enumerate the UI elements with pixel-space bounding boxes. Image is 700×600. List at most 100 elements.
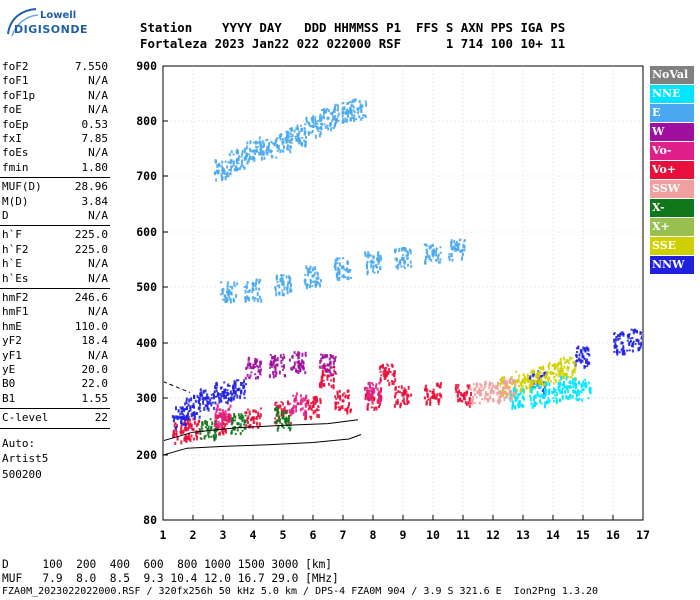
echo-speckle: [344, 111, 347, 115]
echo-speckle: [306, 400, 309, 405]
echo-speckle: [230, 399, 233, 403]
echo-speckle: [225, 173, 228, 178]
echo-speckle: [534, 402, 537, 407]
echo-speckle: [377, 254, 380, 258]
echo-speckle: [254, 297, 257, 300]
echo-speckle: [563, 373, 566, 377]
echo-speckle: [582, 384, 585, 387]
echo-speckle: [189, 405, 192, 410]
echo-speckle: [554, 388, 557, 393]
echo-speckle: [405, 250, 408, 253]
echo-speckle: [287, 401, 290, 404]
echo-speckle: [288, 149, 291, 152]
echo-speckle: [540, 402, 543, 405]
echo-speckle: [259, 407, 262, 410]
echo-speckle: [219, 386, 222, 390]
echo-speckle: [377, 262, 380, 265]
echo-speckle: [473, 402, 476, 405]
echo-speckle: [183, 416, 186, 421]
echo-speckle: [503, 381, 506, 385]
echo-speckle: [333, 116, 336, 121]
echo-speckle: [305, 265, 308, 270]
legend-item: NoVal: [650, 66, 694, 84]
echo-speckle: [454, 242, 457, 247]
echo-speckle: [334, 103, 337, 106]
echo-speckle: [248, 153, 251, 156]
profile-trace: [164, 419, 359, 442]
echo-speckle: [289, 410, 292, 414]
echo-speckle: [227, 291, 230, 295]
echo-speckle: [391, 380, 394, 383]
echo-speckle: [251, 287, 254, 292]
echo-speckle: [301, 136, 304, 139]
param-separator: [0, 288, 110, 289]
echo-speckle: [249, 363, 252, 368]
echo-speckle: [281, 149, 284, 152]
echo-speckle: [337, 112, 340, 116]
echo-speckle: [388, 382, 391, 387]
echo-speckle: [207, 407, 210, 412]
echo-speckle: [239, 382, 242, 387]
echo-speckle: [403, 400, 406, 403]
echo-speckle: [319, 123, 322, 126]
echo-speckle: [341, 120, 344, 124]
echo-speckle: [223, 388, 226, 391]
echo-point: [191, 427, 195, 431]
param-row: M(D) 3.84: [2, 195, 108, 209]
echo-speckle: [272, 371, 275, 375]
echo-speckle: [222, 298, 225, 301]
echo-speckle: [283, 286, 286, 291]
echo-speckle: [436, 392, 439, 396]
echo-speckle: [461, 399, 464, 402]
echo-speckle: [243, 389, 246, 393]
echo-speckle: [243, 285, 246, 288]
echo-speckle: [404, 403, 407, 406]
echo-speckle: [552, 382, 555, 385]
echo-speckle: [181, 413, 184, 416]
echo-speckle: [281, 281, 284, 286]
echo-speckle: [304, 398, 307, 402]
echo-speckle: [575, 397, 578, 400]
echo-speckle: [372, 387, 375, 391]
echo-speckle: [500, 380, 503, 385]
param-value: 28.96: [74, 180, 108, 194]
echo-speckle: [351, 100, 354, 104]
echo-speckle: [338, 271, 341, 276]
echo-speckle: [576, 351, 579, 354]
echo-speckle: [561, 387, 564, 391]
echo-speckle: [260, 298, 263, 303]
echo-speckle: [198, 397, 201, 401]
echo-speckle: [174, 441, 177, 445]
echo-speckle: [216, 164, 219, 169]
echo-speckle: [208, 430, 211, 434]
echo-speckle: [200, 437, 203, 440]
echo-speckle: [216, 429, 219, 432]
echo-speckle: [558, 389, 561, 392]
echo-speckle: [461, 394, 464, 397]
echo-speckle: [343, 392, 346, 395]
echo-speckle: [504, 386, 507, 390]
param-value: N/A: [88, 103, 108, 117]
echo-speckle: [521, 377, 524, 381]
echo-speckle: [403, 266, 406, 269]
echo-speckle: [331, 355, 334, 359]
echo-speckle: [332, 108, 335, 113]
echo-speckle: [572, 385, 575, 389]
echo-speckle: [176, 435, 179, 440]
echo-speckle: [242, 165, 245, 169]
echo-point: [326, 116, 330, 120]
echo-speckle: [344, 408, 347, 412]
echo-speckle: [332, 366, 335, 369]
echo-speckle: [304, 409, 307, 413]
echo-speckle: [543, 371, 546, 376]
echo-speckle: [519, 388, 522, 393]
echo-speckle: [430, 244, 433, 249]
echo-speckle: [582, 380, 585, 385]
echo-speckle: [454, 386, 457, 391]
echo-speckle: [346, 108, 349, 112]
echo-speckle: [559, 373, 562, 378]
echo-speckle: [511, 406, 514, 411]
echo-speckle: [448, 255, 451, 259]
echo-speckle: [566, 369, 569, 372]
x-tick-label: 1: [160, 528, 167, 542]
